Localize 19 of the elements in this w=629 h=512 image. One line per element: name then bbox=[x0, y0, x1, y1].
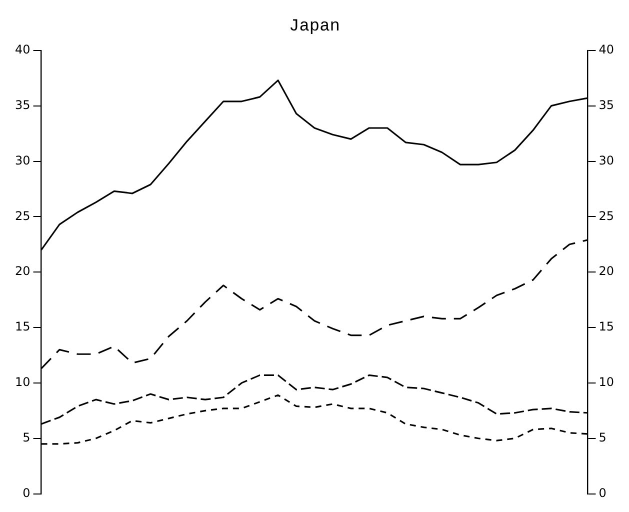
y-tick-label: 40 bbox=[14, 42, 30, 57]
y-tick-label: 15 bbox=[14, 320, 30, 334]
y-tick-label: 20 bbox=[14, 264, 30, 278]
y2-tick-label: 30 bbox=[598, 153, 614, 168]
y2-tick-label: 5 bbox=[598, 430, 606, 444]
y2-tick-label: 0 bbox=[598, 486, 606, 500]
y2-tick-label: 10 bbox=[598, 375, 614, 390]
y-tick-label: 0 bbox=[22, 486, 30, 500]
y2-tick-label: 15 bbox=[598, 320, 614, 334]
y-tick-label: 5 bbox=[22, 430, 30, 444]
y2-tick-label: 20 bbox=[598, 264, 614, 278]
y2-tick-label: 40 bbox=[598, 42, 614, 57]
chart-title: Japan bbox=[288, 18, 340, 37]
y-tick-label: 25 bbox=[14, 208, 30, 223]
y-tick-label: 30 bbox=[14, 153, 30, 168]
y2-tick-label: 25 bbox=[598, 208, 614, 223]
y-tick-label: 10 bbox=[14, 375, 30, 390]
y-tick-label: 35 bbox=[14, 98, 30, 112]
y2-tick-label: 35 bbox=[598, 98, 614, 112]
